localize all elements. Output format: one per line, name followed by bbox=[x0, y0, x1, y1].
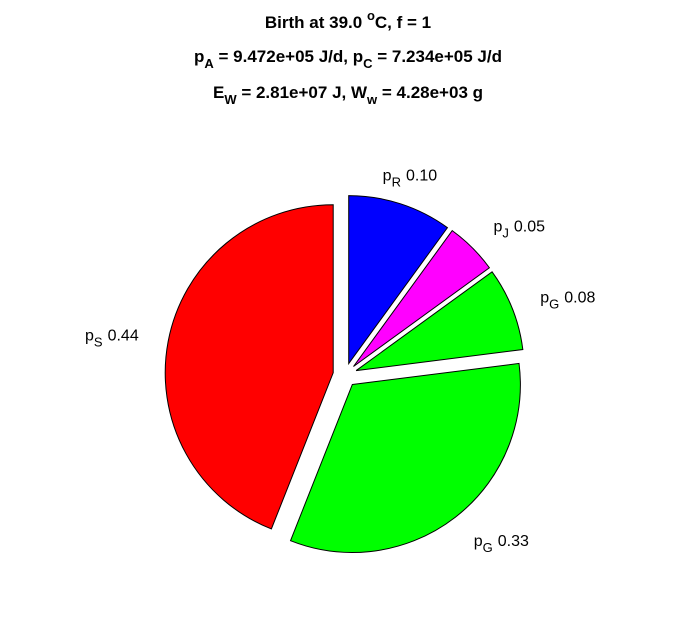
label-sub: S bbox=[94, 335, 103, 350]
title-run: = 7.234e+05 J/d bbox=[373, 47, 503, 66]
title-run: W bbox=[224, 92, 237, 107]
label-name: p bbox=[85, 328, 94, 345]
title-run: = 2.81e+07 J, W bbox=[237, 83, 368, 102]
label-value: 0.33 bbox=[498, 533, 529, 550]
label-sub: G bbox=[549, 297, 559, 312]
label-sub: G bbox=[483, 540, 493, 555]
slice-label: pG 0.08 bbox=[540, 290, 595, 312]
label-value: 0.08 bbox=[564, 290, 595, 307]
title-run: Birth at 39.0 bbox=[265, 13, 367, 32]
chart-title: pA = 9.472e+05 J/d, pC = 7.234e+05 J/d bbox=[194, 47, 502, 71]
slice-label: pR 0.10 bbox=[383, 167, 438, 189]
pie-slice bbox=[164, 204, 334, 530]
label-name: p bbox=[383, 167, 392, 184]
title-run: o bbox=[367, 8, 375, 23]
slice-label: pG 0.33 bbox=[474, 533, 529, 555]
title-run: A bbox=[204, 56, 214, 71]
label-value: 0.05 bbox=[514, 219, 545, 236]
title-run: = 4.28e+03 g bbox=[377, 83, 483, 102]
label-value: 0.44 bbox=[108, 328, 139, 345]
label-name: p bbox=[474, 533, 483, 550]
label-sub: R bbox=[392, 174, 401, 189]
title-run: C bbox=[363, 56, 373, 71]
pie-slice bbox=[353, 229, 491, 367]
title-run: E bbox=[213, 83, 224, 102]
title-run: w bbox=[366, 92, 378, 107]
slice-label: pS 0.44 bbox=[85, 328, 139, 350]
label-name: p bbox=[540, 290, 549, 307]
label-value: 0.10 bbox=[406, 167, 437, 184]
pie-slice bbox=[348, 195, 449, 366]
chart-title: EW = 2.81e+07 J, Ww = 4.28e+03 g bbox=[213, 83, 483, 107]
title-run: p bbox=[194, 47, 204, 66]
chart-title: Birth at 39.0 oC, f = 1 bbox=[265, 8, 431, 32]
label-sub: J bbox=[502, 226, 509, 241]
slice-label: pJ 0.05 bbox=[493, 219, 545, 241]
title-run: = 9.472e+05 J/d, p bbox=[214, 47, 363, 66]
title-run: C, f = 1 bbox=[375, 13, 431, 32]
label-name: p bbox=[493, 219, 502, 236]
pie-slice bbox=[355, 271, 524, 372]
pie-slice bbox=[289, 362, 521, 553]
